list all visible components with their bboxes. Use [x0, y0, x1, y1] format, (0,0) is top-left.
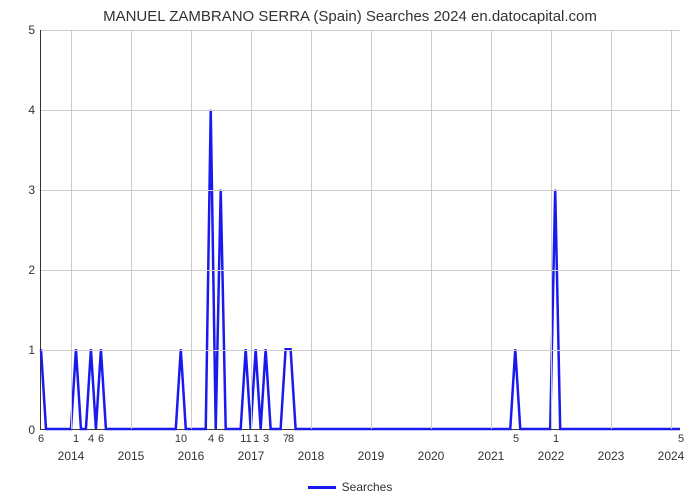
chart-title: MANUEL ZAMBRANO SERRA (Spain) Searches 2…: [0, 8, 700, 25]
xtick-minor-label: 10: [175, 433, 187, 445]
xtick-minor-label: 5: [678, 433, 684, 445]
xtick-minor-label: 4: [208, 433, 214, 445]
ytick-label: 2: [28, 263, 35, 277]
line-plot: [41, 30, 680, 429]
plot-area: 0123452014201520162017201820192020202120…: [40, 30, 680, 430]
gridline-v: [371, 30, 372, 429]
gridline-h: [41, 350, 680, 351]
xtick-year-label: 2014: [58, 449, 85, 463]
gridline-v: [131, 30, 132, 429]
xtick-minor-label: 3: [263, 433, 269, 445]
ytick-label: 0: [28, 423, 35, 437]
xtick-year-label: 2019: [358, 449, 385, 463]
xtick-year-label: 2016: [178, 449, 205, 463]
xtick-minor-label: 1: [73, 433, 79, 445]
legend-label: Searches: [342, 480, 393, 494]
gridline-v: [71, 30, 72, 429]
ytick-label: 5: [28, 23, 35, 37]
legend-swatch: [308, 486, 336, 489]
gridline-v: [671, 30, 672, 429]
xtick-minor-label: 5: [513, 433, 519, 445]
xtick-year-label: 2015: [118, 449, 145, 463]
gridline-h: [41, 30, 680, 31]
xtick-year-label: 2018: [298, 449, 325, 463]
xtick-year-label: 2020: [418, 449, 445, 463]
xtick-minor-label: 11: [240, 433, 251, 445]
gridline-h: [41, 270, 680, 271]
gridline-v: [251, 30, 252, 429]
gridline-v: [611, 30, 612, 429]
gridline-v: [311, 30, 312, 429]
gridline-v: [191, 30, 192, 429]
ytick-label: 3: [28, 183, 35, 197]
xtick-year-label: 2024: [658, 449, 685, 463]
ytick-label: 1: [28, 343, 35, 357]
xtick-year-label: 2023: [598, 449, 625, 463]
xtick-minor-label: 8: [288, 433, 294, 445]
gridline-v: [551, 30, 552, 429]
xtick-minor-label: 6: [38, 433, 44, 445]
gridline-v: [431, 30, 432, 429]
chart-container: MANUEL ZAMBRANO SERRA (Spain) Searches 2…: [0, 0, 700, 500]
gridline-v: [491, 30, 492, 429]
xtick-year-label: 2017: [238, 449, 265, 463]
legend: Searches: [0, 480, 700, 494]
xtick-year-label: 2021: [478, 449, 505, 463]
xtick-minor-label: 4: [88, 433, 94, 445]
ytick-label: 4: [28, 103, 35, 117]
xtick-minor-label: 1: [553, 433, 559, 445]
gridline-h: [41, 190, 680, 191]
xtick-minor-label: 6: [218, 433, 224, 445]
xtick-year-label: 2022: [538, 449, 565, 463]
xtick-minor-label: 1: [253, 433, 259, 445]
gridline-h: [41, 110, 680, 111]
xtick-minor-label: 6: [98, 433, 104, 445]
